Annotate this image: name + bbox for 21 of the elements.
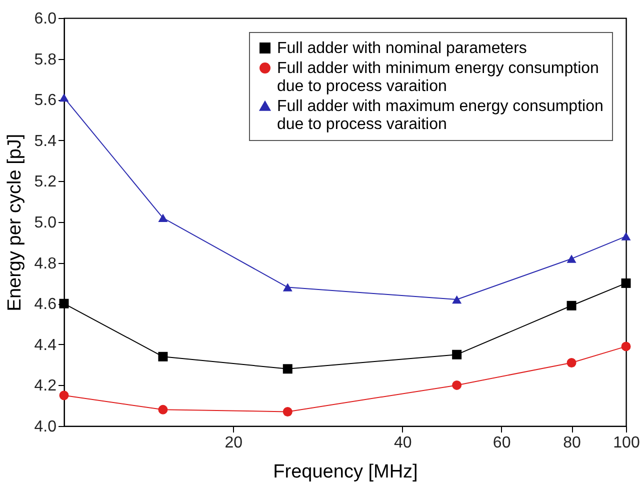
legend-label: Full adder with nominal parameters bbox=[277, 40, 527, 57]
y-tick-label: 5.8 bbox=[34, 51, 57, 68]
y-tick-label: 5.0 bbox=[34, 214, 57, 232]
x-tick-label: 60 bbox=[492, 434, 511, 452]
y-tick-label: 5.2 bbox=[34, 174, 57, 191]
legend-label: Full adder with maximum energy consumption due to process varaition bbox=[277, 98, 604, 133]
y-tick-label: 4.8 bbox=[34, 255, 57, 272]
x-tick-label: 100 bbox=[613, 434, 640, 452]
y-tick-label: 4.6 bbox=[34, 296, 57, 314]
y-tick-label: 5.6 bbox=[34, 92, 57, 110]
x-axis-title: Frequency [MHz] bbox=[273, 462, 418, 482]
legend-label: Full adder with minimum energy consumption due to process varaition bbox=[277, 60, 599, 95]
x-tick-label: 40 bbox=[394, 434, 412, 452]
y-tick-label: 6.0 bbox=[34, 10, 57, 28]
y-tick-label: 4.0 bbox=[34, 418, 57, 436]
y-axis-title: Energy per cycle [pJ] bbox=[4, 134, 26, 312]
y-tick-label: 4.4 bbox=[34, 336, 57, 354]
x-tick-label: 80 bbox=[563, 434, 582, 452]
y-tick-label: 4.2 bbox=[34, 378, 57, 395]
x-tick-label: 20 bbox=[224, 434, 243, 452]
y-tick-label: 5.4 bbox=[34, 132, 57, 150]
